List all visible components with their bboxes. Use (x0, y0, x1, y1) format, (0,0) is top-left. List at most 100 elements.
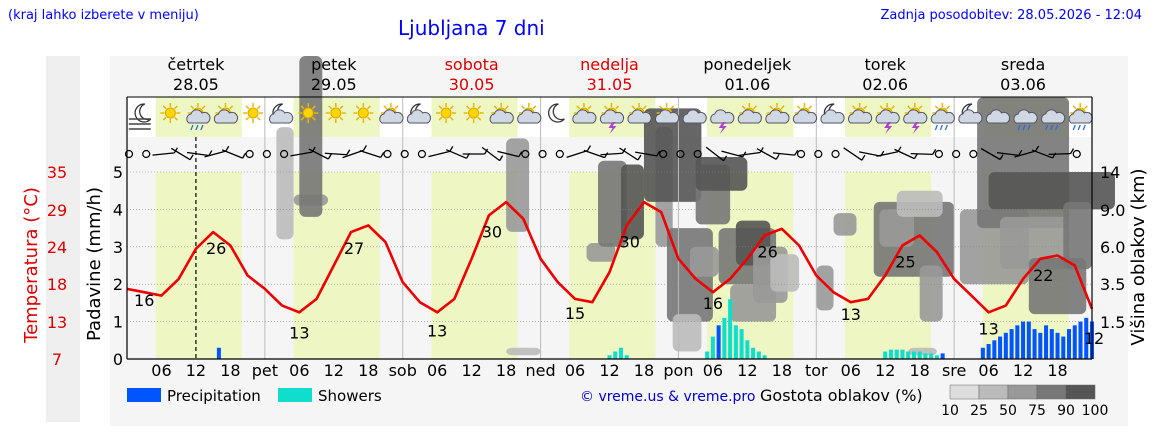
sun-cloud-icon (737, 103, 762, 124)
day-date: 28.05 (173, 75, 219, 94)
precip-tick-label: 4 (113, 200, 123, 219)
hour-tick-label: 06 (565, 361, 585, 380)
cloud-block (643, 108, 702, 202)
precipitation-bar (1067, 329, 1072, 359)
shower-bar (739, 329, 744, 359)
sun-ray (339, 105, 344, 110)
precipitation-bar (716, 325, 721, 359)
moon-cloud-icon (820, 103, 845, 124)
wind-barb-feather (1035, 145, 1040, 152)
day-name: petek (311, 55, 357, 74)
sun-ray (907, 105, 912, 110)
day-date: 31.05 (587, 75, 633, 94)
wind-barb-icon (170, 147, 191, 161)
cloud-shape (903, 109, 928, 124)
cloud-block (672, 314, 702, 352)
cloud-density-swatch (949, 384, 980, 400)
sun-ray (852, 105, 856, 110)
precip-tick-label: 5 (113, 163, 123, 182)
sun-cloud-icon (848, 103, 873, 124)
calm-wind-icon (417, 149, 427, 159)
shower-bar (917, 351, 922, 359)
precipitation-bar (1072, 325, 1077, 359)
sun-ray (1083, 105, 1088, 110)
cloud-density-level-label: 100 (1082, 403, 1109, 419)
rain-drop (1027, 124, 1031, 131)
hour-tick-label: 06 (841, 361, 861, 380)
cloud-shape (985, 109, 1011, 124)
sun-ray (615, 105, 620, 110)
rain-drop (939, 124, 943, 131)
wind-barb-icon (756, 148, 777, 160)
cloud-density-level-label: 10 (941, 403, 959, 419)
hour-tick-label: 06 (427, 361, 447, 380)
wind-barb-icon (1031, 149, 1053, 159)
hour-tick-label: 12 (324, 361, 344, 380)
sun-ray (587, 105, 592, 110)
shower-bar (710, 336, 715, 359)
shower-bar (888, 349, 893, 359)
sun-disc (330, 107, 342, 119)
shower-bar (751, 347, 756, 359)
temperature-max-label: 22 (1033, 266, 1053, 285)
last-updated: Zadnja posodobitev: 28.05.2026 - 12:04 (880, 8, 1142, 23)
sun-icon (243, 103, 264, 123)
wind-barb-icon (980, 147, 1001, 161)
calm-wind-icon (142, 149, 151, 159)
rain-drop (1017, 124, 1021, 131)
sun-cloud-icon (572, 103, 597, 124)
lightning-bolt (718, 122, 727, 134)
sun-disc (302, 107, 314, 119)
cloud-density-level-label: 25 (970, 403, 988, 419)
precipitation-bar (1003, 332, 1008, 359)
cloud-shape (765, 109, 790, 124)
day-date: 29.05 (311, 75, 357, 94)
sun-disc (357, 107, 369, 119)
hour-tick-label: 06 (289, 361, 309, 380)
temperature-series: 16 13 13 15 16 13 13 26 27 30 30 26 25 22 12 (126, 200, 1104, 348)
cloud-density-swatch (1007, 384, 1038, 400)
sun-ray (449, 116, 454, 121)
sun-cloud-thunder-icon (599, 103, 625, 134)
sun-ray (174, 105, 178, 110)
sun-cloud-icon (627, 103, 652, 124)
calm-wind-icon (245, 149, 254, 159)
cloud-shape (682, 109, 707, 124)
wind-barb-icon (566, 149, 588, 159)
cloud-block (770, 254, 800, 292)
sun-ray (477, 105, 482, 110)
wind-barb-feather (999, 154, 1004, 160)
cloud-icon (985, 109, 1011, 124)
sun-icon (463, 103, 484, 123)
wind-barb-icon (428, 150, 451, 158)
wind-barb-icon (910, 152, 933, 156)
moon-shape (134, 103, 152, 123)
calm-wind-icon (796, 149, 806, 159)
precip-tick-label: 0 (113, 350, 123, 369)
sun-ray (918, 105, 923, 110)
lightning-bolt (608, 122, 617, 134)
cloud-density-legend-label: Gostota oblakov (%) (760, 386, 923, 405)
wind-barb-feather (637, 154, 642, 161)
wind-barb-icon (876, 151, 899, 157)
temperature-min-label: 13 (841, 305, 861, 324)
cloud-height-tick-label: 9.0 (1100, 201, 1125, 220)
cloud-shape (848, 109, 873, 124)
cloud-shape (710, 109, 735, 124)
sun-ray (670, 105, 675, 110)
weather-icon-row (128, 103, 1093, 134)
rain-drop (200, 124, 204, 131)
precipitation-bars (216, 299, 1095, 359)
wind-barb-feather (723, 155, 728, 162)
sun-ray (504, 105, 509, 110)
cloud-shape (186, 109, 211, 124)
sun-ray (355, 116, 360, 121)
cloud-shape (737, 109, 762, 124)
cloud-density-level-label: 50 (999, 403, 1017, 419)
sun-disc (468, 107, 480, 119)
wind-barb-icon (324, 152, 347, 156)
wind-barb-feather (242, 152, 247, 159)
wind-barb-icon (1048, 152, 1071, 156)
temperature-tick-label: 18 (47, 275, 67, 294)
cloud-block (988, 172, 1115, 210)
